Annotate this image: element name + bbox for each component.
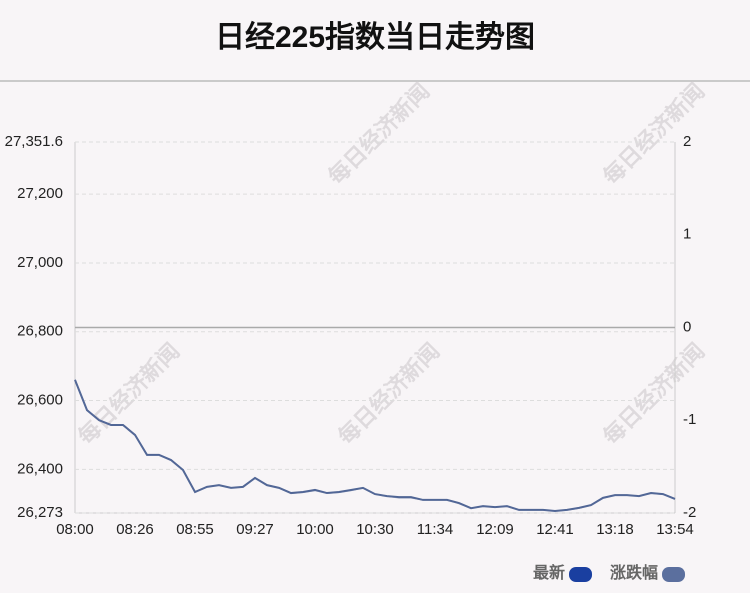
legend-swatch <box>569 567 593 582</box>
x-tick-label: 08:55 <box>176 521 214 538</box>
y2-tick-label: 0 <box>683 318 691 335</box>
x-tick-label: 13:18 <box>596 521 634 538</box>
chart-title: 日经225指数当日走势图 <box>215 20 535 54</box>
line-series <box>74 379 676 512</box>
y2-tick-label: 2 <box>683 133 691 150</box>
x-tick-label: 12:09 <box>476 521 514 538</box>
x-tick-label: 08:00 <box>56 521 94 538</box>
y-tick-label: 26,600 <box>17 391 63 408</box>
y-tick-label: 26,800 <box>17 323 63 340</box>
legend-label: 最新 <box>533 563 565 582</box>
x-tick-label: 13:54 <box>656 521 694 538</box>
y2-tick-label: 1 <box>683 226 691 243</box>
y2-tick-label: -1 <box>683 411 696 428</box>
x-tick-label: 10:30 <box>356 521 394 538</box>
legend-swatch <box>662 567 686 582</box>
x-tick-label: 11:34 <box>417 521 453 538</box>
x-tick-label: 09:27 <box>236 521 274 538</box>
x-tick-label: 10:00 <box>296 521 334 538</box>
y-tick-label: 27,000 <box>17 254 63 271</box>
y-tick-label: 26,273 <box>17 504 63 521</box>
y-tick-label: 27,351.6 <box>5 133 63 150</box>
y-tick-label: 27,200 <box>17 185 63 202</box>
legend-label: 涨跌幅 <box>610 563 658 582</box>
x-tick-label: 08:26 <box>116 521 154 538</box>
y-tick-label: 26,400 <box>17 460 63 477</box>
y2-tick-label: -2 <box>683 504 696 521</box>
x-tick-label: 12:41 <box>536 521 574 538</box>
